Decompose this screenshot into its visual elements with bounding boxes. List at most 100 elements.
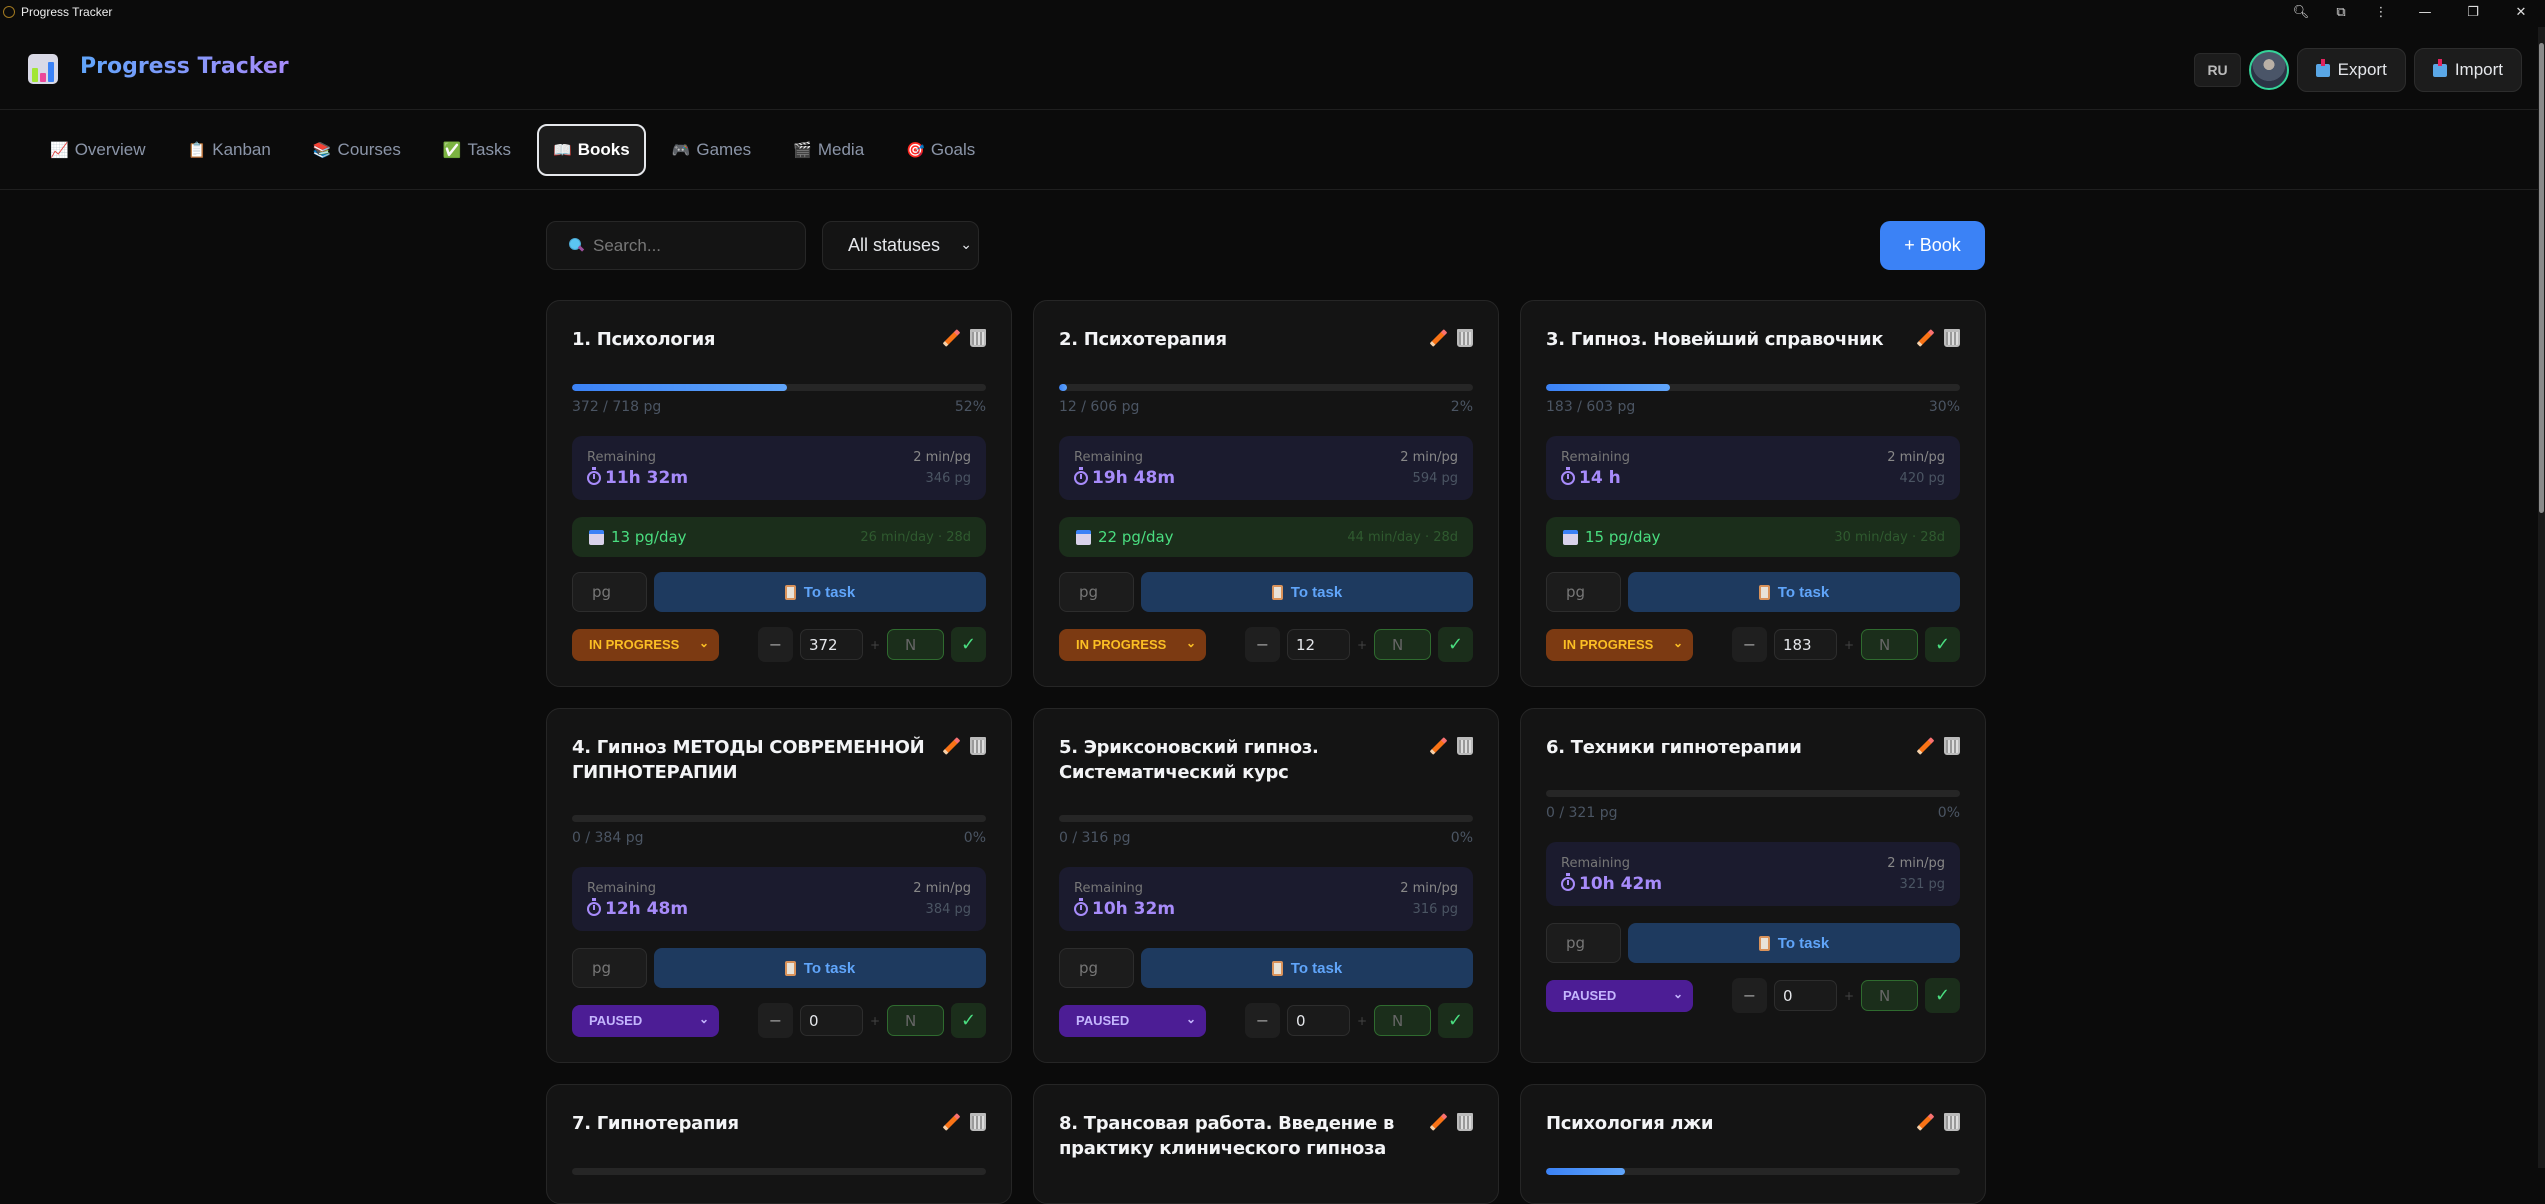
- clipboard-icon: [1271, 584, 1283, 600]
- status-select[interactable]: IN PROGRESS ⌄: [1546, 628, 1693, 661]
- to-task-button[interactable]: To task: [1141, 948, 1473, 988]
- current-page-input[interactable]: 0: [1286, 1005, 1350, 1036]
- status-select[interactable]: PAUSED ⌄: [1059, 1004, 1206, 1037]
- status-select[interactable]: PAUSED ⌄: [1546, 979, 1693, 1012]
- add-book-button[interactable]: + Book: [1880, 221, 1985, 270]
- delete-trash-icon[interactable]: [970, 737, 986, 755]
- current-page-input[interactable]: 183: [1773, 629, 1837, 660]
- delete-trash-icon[interactable]: [1944, 1113, 1960, 1131]
- delete-trash-icon[interactable]: [1944, 737, 1960, 755]
- tab-courses[interactable]: 📚 Courses: [297, 124, 417, 176]
- edit-pencil-icon[interactable]: [1916, 329, 1934, 347]
- search-input[interactable]: Search...: [546, 221, 806, 270]
- delete-trash-icon[interactable]: [1457, 1113, 1473, 1131]
- book-card: 1. Психология 372 / 718 pg 52% Remaining 1…: [546, 300, 1012, 687]
- tab-media[interactable]: 🎬 Media: [777, 124, 880, 176]
- minimize-button[interactable]: —: [2418, 4, 2432, 20]
- book-card: Психология лжи: [1520, 1084, 1986, 1204]
- to-task-button[interactable]: To task: [654, 948, 986, 988]
- current-page-input[interactable]: 12: [1286, 629, 1350, 660]
- page-scrollbar[interactable]: [2538, 27, 2545, 1168]
- more-icon[interactable]: ⋮: [2374, 4, 2388, 20]
- tab-kanban[interactable]: 📋 Kanban: [172, 124, 287, 176]
- delete-trash-icon[interactable]: [1457, 329, 1473, 347]
- export-button[interactable]: Export: [2296, 48, 2406, 92]
- extensions-icon[interactable]: ⧉: [2336, 4, 2346, 20]
- language-toggle[interactable]: RU: [2194, 53, 2241, 87]
- edit-pencil-icon[interactable]: [1916, 1113, 1934, 1131]
- app-icon: [3, 6, 15, 18]
- edit-pencil-icon[interactable]: [1429, 329, 1447, 347]
- scrollbar-thumb[interactable]: [2539, 43, 2544, 513]
- delete-trash-icon[interactable]: [970, 329, 986, 347]
- confirm-check-button[interactable]: ✓: [951, 1003, 986, 1038]
- pages-input[interactable]: pg: [572, 572, 647, 612]
- pages-input[interactable]: pg: [1546, 923, 1621, 963]
- remaining-box: Remaining 14 h 2 min/pg 420 pg: [1546, 436, 1960, 500]
- status-filter-select[interactable]: All statuses ⌄: [822, 221, 979, 270]
- confirm-check-button[interactable]: ✓: [1438, 627, 1473, 662]
- pages-left: 346 pg: [925, 471, 971, 486]
- add-pages-input[interactable]: N: [1374, 1005, 1431, 1036]
- tab-overview[interactable]: 📈 Overview: [34, 124, 162, 176]
- tab-games[interactable]: 🎮 Games: [656, 124, 767, 176]
- book-title: 1. Психология: [572, 329, 716, 350]
- pages-input[interactable]: pg: [1546, 572, 1621, 612]
- import-button[interactable]: Import: [2413, 48, 2522, 92]
- edit-pencil-icon[interactable]: [942, 1113, 960, 1131]
- bar-chart-logo-icon: [28, 54, 58, 84]
- pages-input[interactable]: pg: [1059, 572, 1134, 612]
- to-task-button[interactable]: To task: [654, 572, 986, 612]
- edit-pencil-icon[interactable]: [942, 329, 960, 347]
- edit-pencil-icon[interactable]: [1916, 737, 1934, 755]
- tab-books[interactable]: 📖 Books: [537, 123, 646, 176]
- status-select[interactable]: IN PROGRESS ⌄: [1059, 628, 1206, 661]
- add-pages-input[interactable]: N: [1861, 629, 1918, 660]
- delete-trash-icon[interactable]: [1944, 329, 1960, 347]
- stopwatch-icon: [1074, 898, 1088, 916]
- add-pages-input[interactable]: N: [1374, 629, 1431, 660]
- decrement-button[interactable]: −: [1731, 978, 1767, 1013]
- pages-input[interactable]: pg: [572, 948, 647, 988]
- delete-trash-icon[interactable]: [1457, 737, 1473, 755]
- edit-pencil-icon[interactable]: [942, 737, 960, 755]
- tab-goals[interactable]: 🎯 Goals: [890, 124, 991, 176]
- decrement-button[interactable]: −: [1244, 1003, 1280, 1038]
- tab-tasks[interactable]: ✅ Tasks: [427, 124, 527, 176]
- add-pages-input[interactable]: N: [887, 1005, 944, 1036]
- confirm-check-button[interactable]: ✓: [1925, 978, 1960, 1013]
- remaining-box: Remaining 11h 32m 2 min/pg 346 pg: [572, 436, 986, 500]
- user-avatar[interactable]: [2248, 50, 2289, 90]
- zoom-icon[interactable]: 🔍︎: [2292, 4, 2310, 20]
- status-select[interactable]: IN PROGRESS ⌄: [572, 628, 719, 661]
- tab-label: Games: [696, 139, 752, 159]
- status-value: PAUSED: [1076, 1013, 1130, 1028]
- restore-button[interactable]: ❐: [2467, 4, 2479, 20]
- delete-trash-icon[interactable]: [970, 1113, 986, 1131]
- status-select[interactable]: PAUSED ⌄: [572, 1004, 719, 1037]
- to-task-button[interactable]: To task: [1628, 923, 1960, 963]
- confirm-check-button[interactable]: ✓: [1438, 1003, 1473, 1038]
- decrement-button[interactable]: −: [1731, 627, 1767, 662]
- pages-left: 321 pg: [1899, 877, 1945, 892]
- current-page-input[interactable]: 372: [799, 629, 863, 660]
- decrement-button[interactable]: −: [1244, 627, 1280, 662]
- confirm-check-button[interactable]: ✓: [951, 627, 986, 662]
- decrement-button[interactable]: −: [757, 627, 793, 662]
- add-pages-input[interactable]: N: [887, 629, 944, 660]
- to-task-button[interactable]: To task: [1628, 572, 1960, 612]
- confirm-check-button[interactable]: ✓: [1925, 627, 1960, 662]
- current-page-input[interactable]: 0: [1773, 980, 1837, 1011]
- clipboard-icon: [1758, 935, 1770, 951]
- pages-input[interactable]: pg: [1059, 948, 1134, 988]
- edit-pencil-icon[interactable]: [1429, 1113, 1447, 1131]
- current-page-input[interactable]: 0: [799, 1005, 863, 1036]
- decrement-button[interactable]: −: [757, 1003, 793, 1038]
- add-pages-input[interactable]: N: [1861, 980, 1918, 1011]
- pages-read: 183 / 603 pg: [1546, 399, 1636, 415]
- edit-pencil-icon[interactable]: [1429, 737, 1447, 755]
- close-button[interactable]: ✕: [2515, 4, 2527, 20]
- to-task-button[interactable]: To task: [1141, 572, 1473, 612]
- plan-detail: 44 min/day · 28d: [1347, 529, 1458, 545]
- chevron-down-icon: ⌄: [698, 1011, 709, 1026]
